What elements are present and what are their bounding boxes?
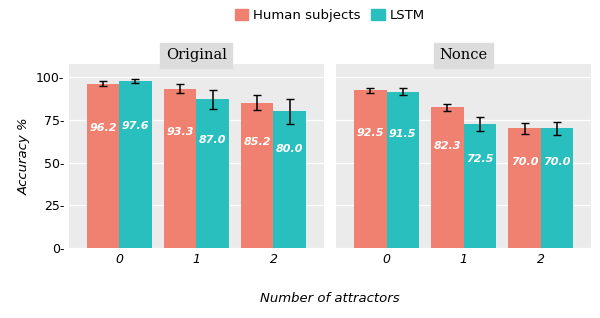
Bar <box>87 84 119 248</box>
Bar <box>508 128 541 248</box>
Bar <box>386 92 419 248</box>
Bar <box>431 107 464 248</box>
Title: Original: Original <box>166 48 227 62</box>
Y-axis label: Accuracy %: Accuracy % <box>17 117 30 195</box>
Text: 82.3: 82.3 <box>434 141 461 151</box>
Text: 93.3: 93.3 <box>166 127 194 137</box>
Text: 85.2: 85.2 <box>244 137 271 147</box>
Bar <box>164 89 196 248</box>
Bar <box>354 90 386 248</box>
Text: 70.0: 70.0 <box>543 157 571 167</box>
Text: 91.5: 91.5 <box>389 129 416 139</box>
Text: 92.5: 92.5 <box>356 128 384 138</box>
Bar <box>241 102 274 248</box>
Bar <box>274 111 306 248</box>
Text: 70.0: 70.0 <box>511 157 538 167</box>
Text: 97.6: 97.6 <box>122 121 149 131</box>
Text: 72.5: 72.5 <box>466 154 494 163</box>
Bar <box>464 124 496 248</box>
Title: Nonce: Nonce <box>440 48 488 62</box>
Bar <box>541 128 573 248</box>
Text: 87.0: 87.0 <box>199 135 226 145</box>
Bar <box>196 100 229 248</box>
Bar <box>119 81 152 248</box>
Text: Number of attractors: Number of attractors <box>260 292 400 305</box>
Legend: Human subjects, LSTM: Human subjects, LSTM <box>232 7 428 25</box>
Text: 96.2: 96.2 <box>89 123 117 133</box>
Text: 80.0: 80.0 <box>276 144 304 154</box>
